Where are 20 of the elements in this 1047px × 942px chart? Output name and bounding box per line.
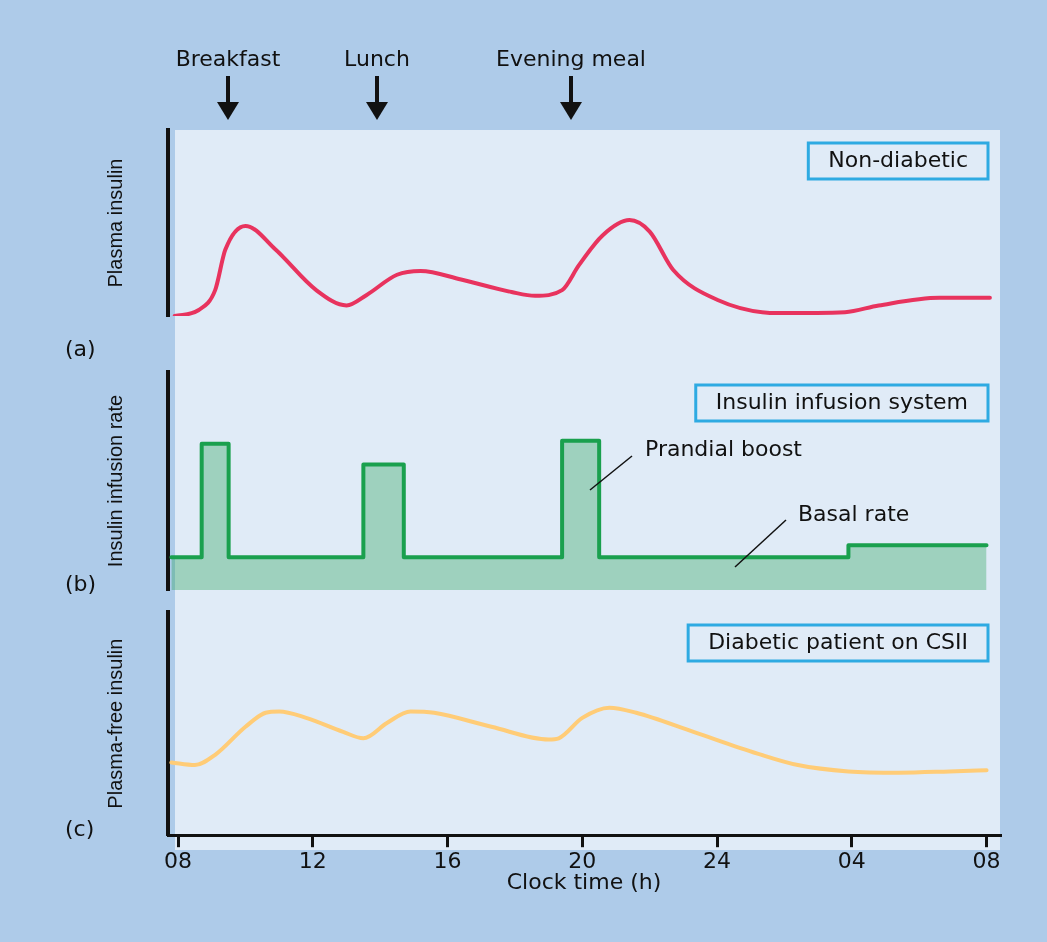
annotation: Basal rate (798, 501, 910, 527)
y-axis-title: Plasma insulin (103, 158, 126, 288)
chart-title: Non-diabetic (828, 146, 969, 172)
text: (a) (65, 336, 96, 362)
x-tick-label: 08 (164, 848, 193, 874)
text: (b) (65, 571, 97, 597)
text: Breakfast (175, 46, 281, 72)
text: Evening meal (496, 46, 646, 72)
chart-title: Diabetic patient on CSII (708, 628, 968, 654)
text: Lunch (344, 46, 410, 72)
x-tick-label: 08 (972, 848, 1001, 874)
x-tick-label: 12 (298, 848, 327, 874)
chart-title: Insulin infusion system (715, 388, 968, 414)
y-axis-title: Plasma-free insulin (103, 638, 126, 809)
annotation: Prandial boost (645, 436, 802, 462)
text: (c) (65, 816, 95, 842)
y-axis-title: Insulin infusion rate (103, 394, 126, 568)
x-tick-label: 16 (433, 848, 462, 874)
x-tick-label: 04 (837, 848, 866, 874)
x-tick-label: 24 (703, 848, 732, 874)
